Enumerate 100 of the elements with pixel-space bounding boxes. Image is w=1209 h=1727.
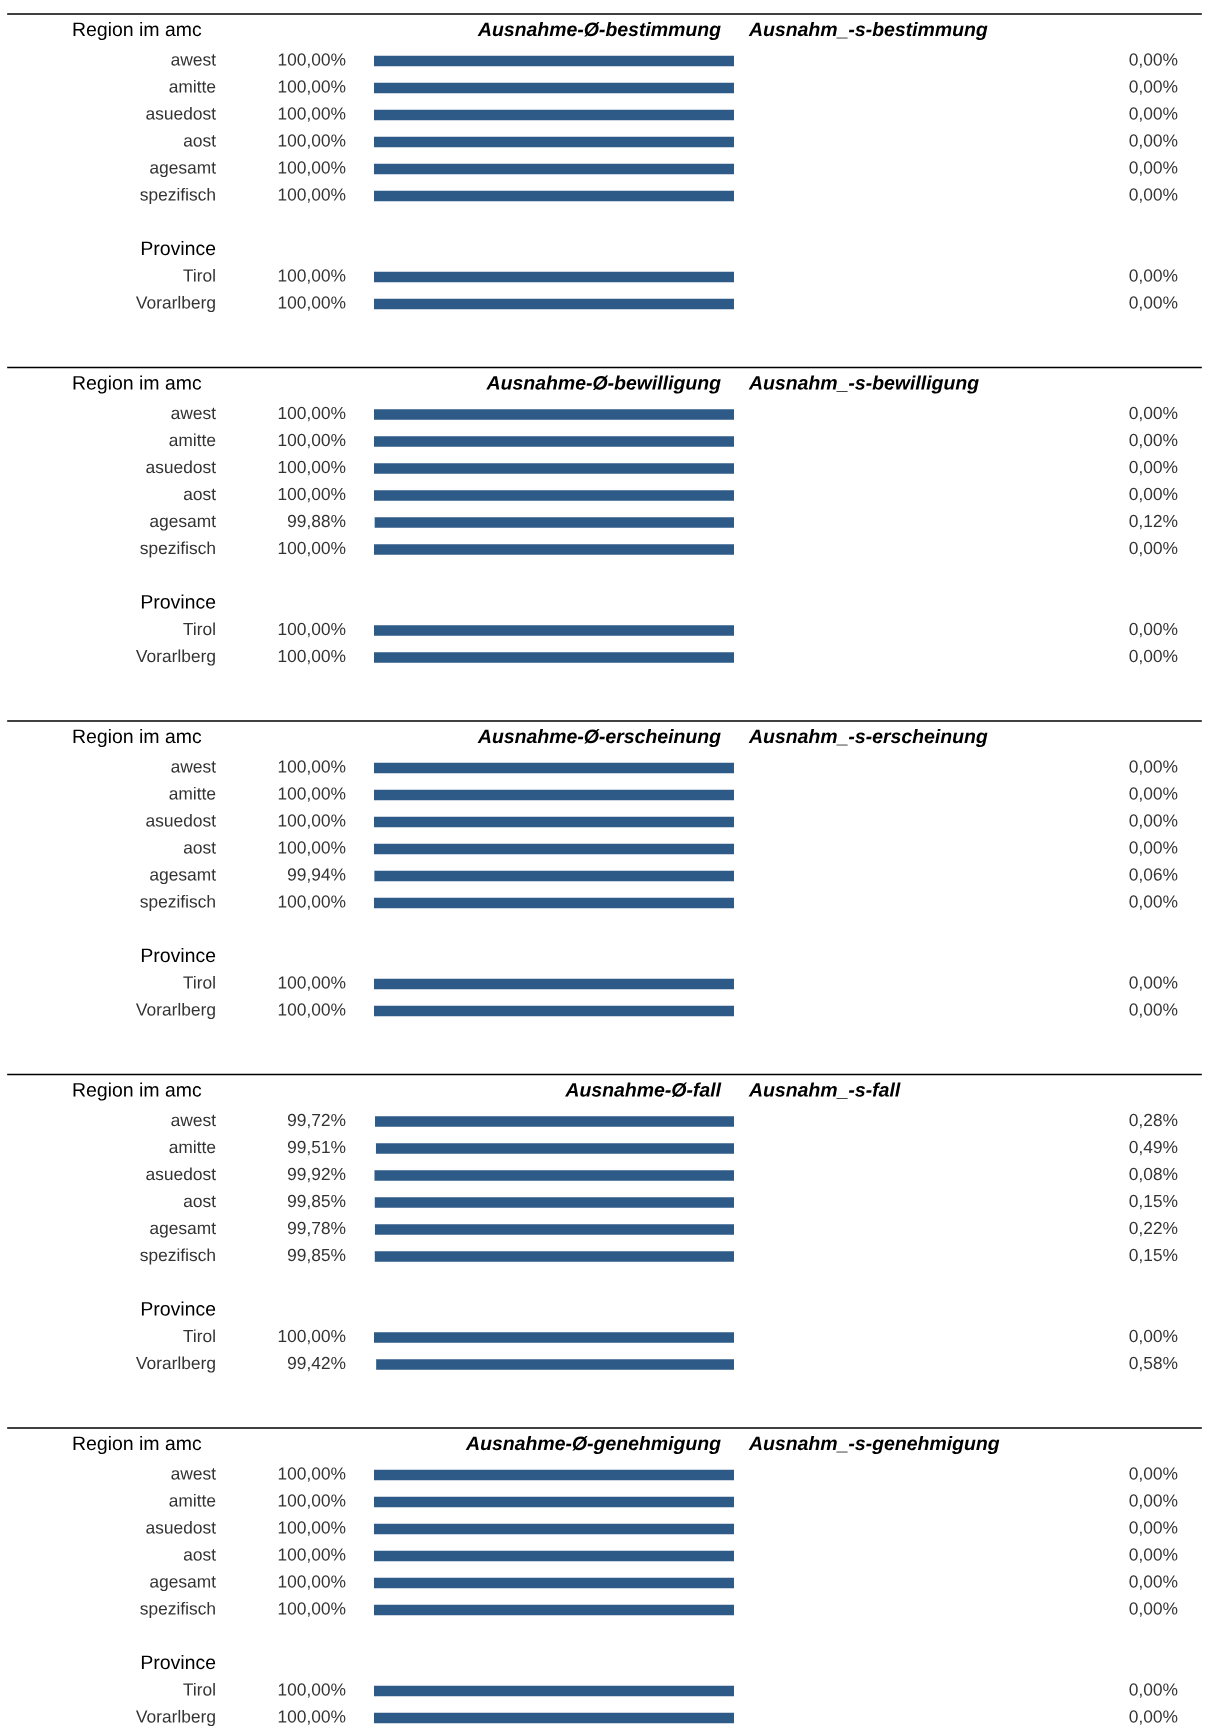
data-label: 100,00% [278, 649, 346, 665]
data-label: 0,00% [1129, 895, 1178, 910]
y-tick-label: amitte [169, 1493, 216, 1507]
data-label: 100,00% [278, 1548, 346, 1563]
data-label: 0,00% [1129, 1467, 1178, 1482]
y-tick-label: amitte [169, 433, 216, 447]
data-label: 0,00% [1129, 161, 1178, 176]
data-label: 100,00% [278, 841, 346, 856]
data-label: 99,92% [287, 1167, 346, 1183]
y-axis-title: Region im amc [73, 728, 202, 748]
data-label: 100,00% [278, 188, 346, 203]
data-label: 0,00% [1129, 1575, 1178, 1590]
y-tick-label: Tirol [183, 622, 215, 636]
data-label: 99,94% [287, 868, 346, 883]
data-label: 100,00% [278, 134, 346, 149]
y-tick-label: asuedost [146, 1167, 216, 1181]
y-tick-label: aost [183, 135, 216, 147]
data-label: 100,00% [278, 622, 346, 638]
data-label: 0,00% [1129, 460, 1178, 476]
data-label: 0,00% [1129, 269, 1178, 284]
y-tick-label: agesamt [150, 1576, 216, 1592]
y-axis-title: Region im amc [73, 375, 202, 394]
text: Ausnahm_-s-genehmigung [748, 1435, 1000, 1455]
data-label: 0,22% [1129, 1221, 1178, 1237]
y-tick-label: awest [171, 407, 216, 420]
data-label: 0,06% [1129, 868, 1178, 883]
y-tick-label: agesamt [150, 869, 216, 885]
text: Ausnahm_-s-bewilligung [748, 375, 979, 394]
data-label: 100,00% [278, 541, 346, 557]
data-label: 0,00% [1129, 80, 1178, 95]
data-label: 100,00% [278, 1494, 346, 1509]
data-label: 0,00% [1129, 487, 1178, 503]
y-tick-label: Vorarlberg [135, 649, 215, 666]
y-tick-label: Tirol [183, 268, 215, 282]
data-label: 99,85% [287, 1194, 346, 1210]
data-label: 0,58% [1129, 1356, 1178, 1372]
y-tick-label: awest [171, 761, 216, 773]
data-label: 100,00% [278, 814, 346, 829]
y-tick-label: awest [171, 54, 216, 66]
data-label: 0,00% [1129, 53, 1178, 68]
y-tick-label: Tirol [183, 975, 215, 989]
y-tick-label: amitte [169, 79, 216, 93]
y-tick-label: Vorarlberg [135, 1709, 215, 1727]
y-tick-label: agesamt [150, 1222, 216, 1238]
y-tick-label: aost [183, 488, 216, 501]
data-label: 99,88% [287, 514, 346, 530]
data-label: 0,00% [1129, 406, 1178, 422]
data-label: 99,72% [287, 1113, 346, 1129]
data-label: 100,00% [278, 269, 346, 284]
data-label: 0,00% [1129, 1521, 1178, 1536]
y-tick-label: awest [171, 1114, 216, 1127]
y-tick-label: Tirol [183, 1329, 215, 1343]
data-label: 100,00% [278, 1683, 346, 1698]
y-tick-label: awest [171, 1468, 216, 1480]
y-axis-title: Region im amc [73, 1082, 202, 1101]
y-tick-label: Province [141, 594, 216, 609]
y-tick-label: aost [183, 1195, 216, 1208]
data-label: 100,00% [278, 487, 346, 503]
data-label: 0,00% [1129, 188, 1178, 203]
data-label: 99,42% [287, 1356, 346, 1372]
data-label: 100,00% [278, 460, 346, 476]
data-label: 100,00% [278, 296, 346, 311]
series-label: Ausnahme-Ø-fall [565, 1082, 722, 1098]
data-label: 100,00% [278, 1521, 346, 1536]
series-label: Ausnahme-Ø-erscheinung [477, 728, 721, 748]
y-tick-label: Province [141, 240, 216, 256]
text: Ausnahm_-s-erscheinung [748, 728, 988, 748]
data-label: 0,00% [1129, 1329, 1178, 1345]
y-tick-label: spezifisch [140, 894, 215, 912]
data-label: 100,00% [278, 976, 346, 991]
data-label: 0,00% [1129, 787, 1178, 802]
data-label: 100,00% [278, 1575, 346, 1590]
y-tick-label: aost [183, 842, 216, 854]
data-label: 0,12% [1129, 514, 1178, 530]
y-tick-label: amitte [169, 786, 216, 800]
data-label: 0,00% [1129, 841, 1178, 856]
data-label: 0,15% [1129, 1194, 1178, 1210]
data-label: 0,00% [1129, 1003, 1178, 1018]
y-axis-title: Region im amc [73, 1435, 202, 1455]
text: Ausnahm_-s-fall [748, 1082, 901, 1099]
y-tick-label: asuedost [146, 460, 216, 474]
data-label: 0,00% [1129, 760, 1178, 775]
data-label: 0,00% [1129, 1602, 1178, 1617]
y-tick-label: spezifisch [140, 1601, 215, 1619]
data-label: 0,00% [1129, 541, 1178, 557]
y-tick-label: Vorarlberg [135, 295, 215, 313]
data-label: 0,00% [1129, 649, 1178, 665]
y-tick-label: Province [141, 1301, 216, 1316]
data-label: 100,00% [278, 53, 346, 68]
data-label: 0,00% [1129, 107, 1178, 122]
y-tick-label: spezifisch [140, 1248, 215, 1265]
data-label: 0,28% [1129, 1113, 1178, 1129]
data-label: 0,00% [1129, 1548, 1178, 1563]
data-label: 100,00% [278, 1003, 346, 1018]
y-tick-label: Vorarlberg [135, 1356, 215, 1373]
y-axis-title: Region im amc [73, 21, 202, 41]
data-label: 0,08% [1129, 1167, 1178, 1183]
y-tick-label: asuedost [146, 1520, 216, 1534]
y-tick-label: agesamt [150, 515, 216, 531]
series-label: Ausnahme-Ø-bestimmung [477, 21, 721, 41]
